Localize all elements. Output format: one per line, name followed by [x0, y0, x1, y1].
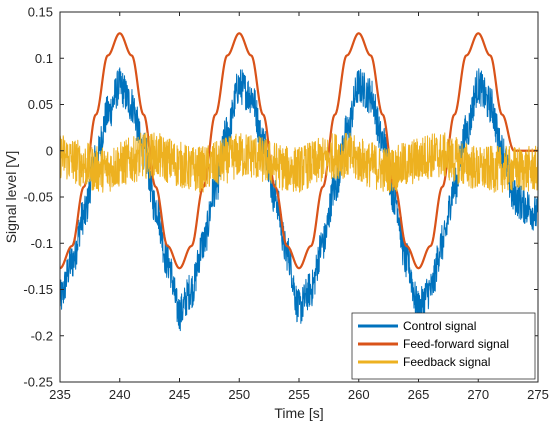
y-axis-label: Signal level [V] [3, 151, 19, 244]
x-axis-label: Time [s] [274, 405, 323, 421]
y-tick-label: 0.05 [28, 97, 53, 112]
x-tick-label: 250 [228, 387, 250, 402]
series-line-control-signal [60, 67, 538, 332]
legend-label-feedback-signal: Feedback signal [403, 355, 490, 369]
x-tick-label: 240 [109, 387, 131, 402]
y-tick-label: -0.1 [31, 236, 53, 251]
legend: Control signal Feed-forward signal Feedb… [351, 312, 536, 380]
y-tick-label: 0.15 [28, 5, 53, 20]
y-tick-label: 0.1 [35, 51, 53, 66]
y-tick-label: -0.15 [23, 282, 53, 297]
x-tick-label: 265 [408, 387, 430, 402]
legend-label-feed-forward-signal: Feed-forward signal [403, 337, 509, 351]
x-tick-label: 275 [527, 387, 549, 402]
x-tick-label: 235 [49, 387, 71, 402]
x-tick-label: 260 [348, 387, 370, 402]
y-tick-label: -0.2 [31, 328, 53, 343]
ticks-layer: 235 240 245 250 255 260 265 270 275 -0.25 -0.2 -0.1… [23, 5, 548, 403]
x-tick-label: 270 [467, 387, 489, 402]
series-line-feed-forward-signal [60, 32, 538, 270]
series-line-feedback-signal [60, 132, 538, 193]
series-layer [60, 32, 538, 332]
x-tick-label: 245 [169, 387, 191, 402]
legend-box [351, 312, 536, 380]
y-tick-label: -0.25 [23, 375, 53, 390]
y-tick-label: -0.05 [23, 190, 53, 205]
y-tick-label: 0 [46, 143, 53, 158]
legend-label-control-signal: Control signal [403, 319, 476, 333]
x-tick-label: 255 [288, 387, 310, 402]
